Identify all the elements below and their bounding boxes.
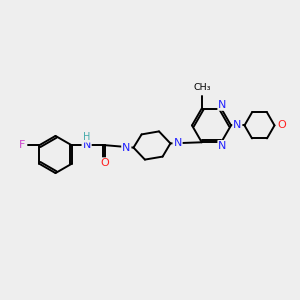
Text: N: N (218, 141, 226, 151)
Text: N: N (82, 140, 91, 150)
Text: F: F (19, 140, 25, 150)
Text: N: N (122, 142, 130, 153)
Text: O: O (101, 158, 110, 168)
Text: H: H (83, 132, 91, 142)
Text: N: N (218, 100, 226, 110)
Text: N: N (173, 138, 182, 148)
Text: CH₃: CH₃ (193, 83, 211, 92)
Text: O: O (278, 120, 286, 130)
Text: N: N (233, 120, 242, 130)
